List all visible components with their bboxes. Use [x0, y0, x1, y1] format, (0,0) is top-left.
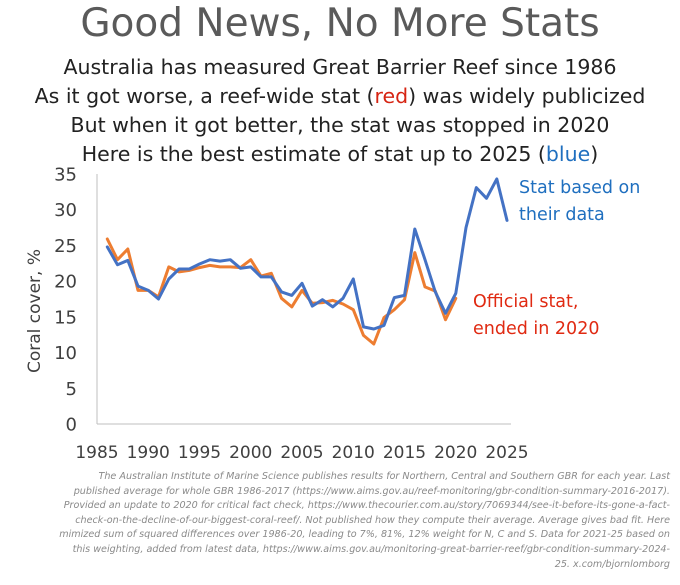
estimate-series-label: Stat based on	[519, 178, 640, 198]
y-tick-label: 5	[66, 379, 77, 400]
x-tick-label: 2000	[229, 443, 272, 463]
estimate-series-label: their data	[519, 205, 605, 225]
x-tick-label: 1995	[178, 443, 221, 463]
blue-word: blue	[545, 142, 591, 166]
y-tick-label: 20	[54, 272, 77, 293]
footnote-line: The Australian Institute of Marine Scien…	[98, 471, 670, 482]
y-tick-label: 25	[54, 236, 77, 257]
x-tick-label: 2020	[434, 443, 477, 463]
official-stat-line	[105, 237, 458, 346]
x-tick-label: 1985	[75, 443, 118, 463]
footnote-line: check-on-the-decline-of-our-biggest-cora…	[75, 514, 670, 526]
y-tick-label: 0	[66, 415, 77, 436]
x-tick-label: 2015	[383, 443, 426, 463]
x-tick-label: 1990	[127, 443, 170, 463]
y-tick-label: 30	[54, 200, 77, 221]
footnote-line: published average for whole GBR 1986-201…	[73, 485, 670, 497]
estimate-stat-line	[105, 177, 509, 331]
y-tick-label: 15	[54, 307, 77, 328]
x-tick-label: 2005	[280, 443, 323, 463]
subtitle-line-3: But when it got better, the stat was sto…	[70, 113, 610, 137]
subtitle-line-4: Here is the best estimate of stat up to …	[0, 142, 680, 166]
y-tick-label: 10	[54, 343, 77, 364]
subtitle-line-4-end: )	[590, 142, 599, 166]
red-word: red	[374, 84, 409, 108]
y-tick-label: 35	[54, 165, 77, 186]
footnote-line: 25. x.com/bjornlomborg	[554, 558, 670, 570]
subtitle-line-4-start: Here is the best estimate of stat up to …	[81, 142, 546, 166]
x-tick-label: 2010	[332, 443, 375, 463]
footnote-line: Provided an update to 2020 for critical …	[63, 500, 670, 512]
subtitle-line-2: As it got worse, a reef-wide stat (red) …	[0, 84, 680, 108]
chart-title: Good News, No More Stats	[80, 1, 600, 46]
x-tick-label: 2025	[485, 443, 528, 463]
subtitle-line-2-start: As it got worse, a reef-wide stat (	[34, 84, 375, 108]
official-series-label: ended in 2020	[473, 319, 599, 339]
y-axis-title: Coral cover, %	[25, 249, 45, 373]
footnote: The Australian Institute of Marine Scien…	[18, 470, 670, 572]
official-series-label: Official stat,	[473, 292, 578, 312]
footnote-line: mimized sum of squared differences over …	[59, 529, 670, 541]
subtitle-line-1: Australia has measured Great Barrier Ree…	[63, 55, 617, 79]
subtitle-line-2-end: ) was widely publicized	[408, 84, 646, 108]
footnote-line: this weighting, added from latest data, …	[72, 543, 670, 555]
